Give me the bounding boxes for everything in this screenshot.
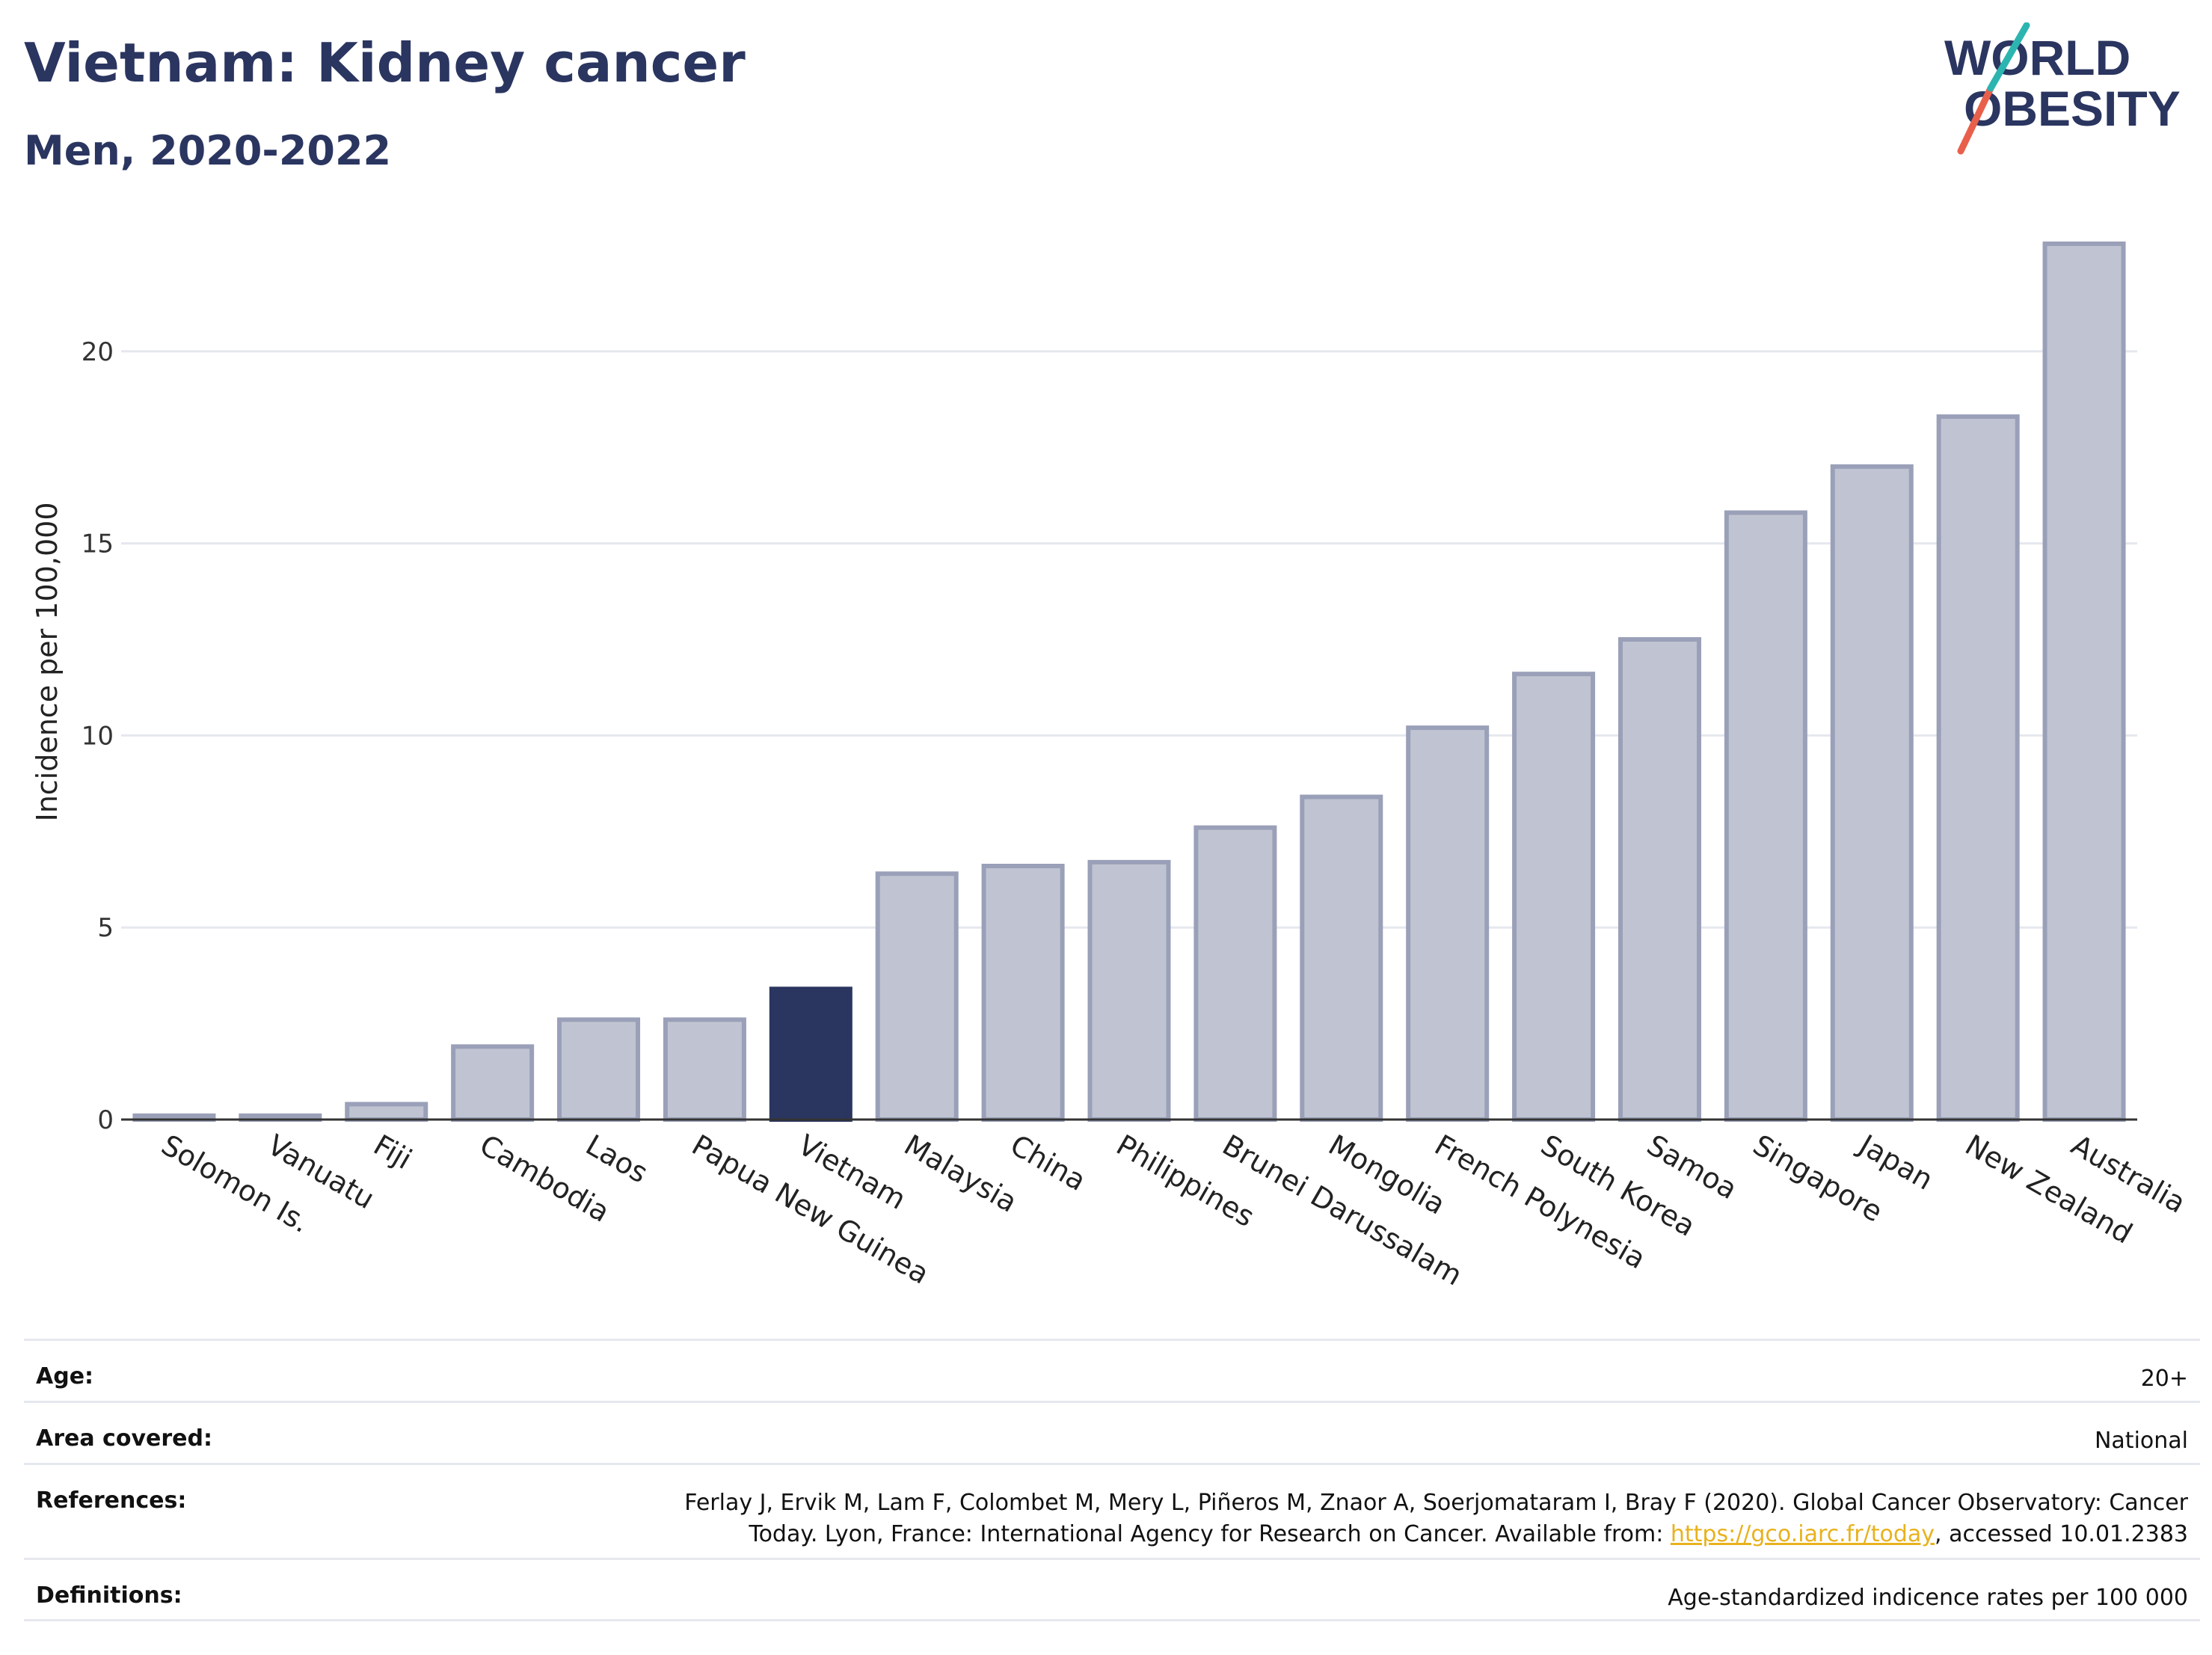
bar — [557, 1017, 641, 1123]
bar — [451, 1044, 535, 1122]
bar — [981, 864, 1065, 1123]
definitions-value: Age-standardized indicence rates per 100… — [1668, 1585, 2188, 1611]
info-row-references: References: Ferlay J, Ervik M, Lam F, Co… — [24, 1463, 2200, 1558]
age-label: Age: — [36, 1363, 94, 1390]
bar — [1087, 859, 1171, 1122]
y-tick-label: 15 — [82, 529, 114, 559]
y-tick-label: 5 — [97, 913, 114, 943]
info-row-definitions: Definitions: Age-standardized indicence … — [24, 1558, 2200, 1621]
bar-highlight — [769, 986, 852, 1123]
y-tick-label: 10 — [82, 721, 114, 751]
area-label: Area covered: — [36, 1425, 212, 1452]
bar — [1406, 725, 1490, 1122]
info-row-area: Area covered: National — [24, 1401, 2200, 1463]
age-value: 20+ — [2140, 1366, 2188, 1392]
bar — [1193, 825, 1277, 1123]
bar — [1512, 672, 1596, 1122]
bar — [345, 1102, 428, 1123]
bar — [1936, 414, 2020, 1122]
x-tick-label: Fiji — [368, 1129, 417, 1176]
y-tick-label: 0 — [97, 1105, 114, 1135]
references-text-line2: Today. Lyon, France: International Agenc… — [749, 1521, 1671, 1547]
info-table: Age: 20+ Area covered: National Referenc… — [24, 1339, 2200, 1621]
references-label: References: — [36, 1487, 187, 1514]
bar — [2042, 241, 2126, 1122]
references-link[interactable]: https://gco.iarc.fr/today — [1670, 1521, 1935, 1547]
bars — [132, 241, 2126, 1123]
bar — [1830, 464, 1914, 1122]
page-title: Vietnam: Kidney cancer — [24, 31, 746, 94]
area-value: National — [2094, 1428, 2188, 1454]
definitions-label: Definitions: — [36, 1582, 182, 1609]
x-tick-label: Laos — [580, 1129, 654, 1190]
references-text-line1: Ferlay J, Ervik M, Lam F, Colombet M, Me… — [684, 1490, 2188, 1516]
references-value: Ferlay J, Ervik M, Lam F, Colombet M, Me… — [684, 1487, 2188, 1550]
y-axis-title: Incidence per 100,000 — [31, 502, 64, 821]
y-axis-ticks: 0 5 10 15 20 — [82, 337, 114, 1135]
bar — [875, 871, 959, 1123]
world-obesity-logo: WORLD OBESITY — [1944, 22, 2181, 155]
bar — [1300, 794, 1383, 1122]
svg-text:OBESITY: OBESITY — [1964, 81, 2181, 136]
references-text-line2-end: , accessed 10.01.2383 — [1935, 1521, 2188, 1547]
page-subtitle: Men, 2020-2022 — [24, 127, 392, 174]
info-row-age: Age: 20+ — [24, 1339, 2200, 1401]
bar — [663, 1017, 746, 1123]
bar — [1617, 636, 1701, 1122]
x-tick-label: Malaysia — [899, 1129, 1023, 1219]
y-tick-label: 20 — [82, 337, 114, 367]
bar — [1724, 510, 1807, 1122]
svg-text:WORLD: WORLD — [1944, 30, 2130, 85]
